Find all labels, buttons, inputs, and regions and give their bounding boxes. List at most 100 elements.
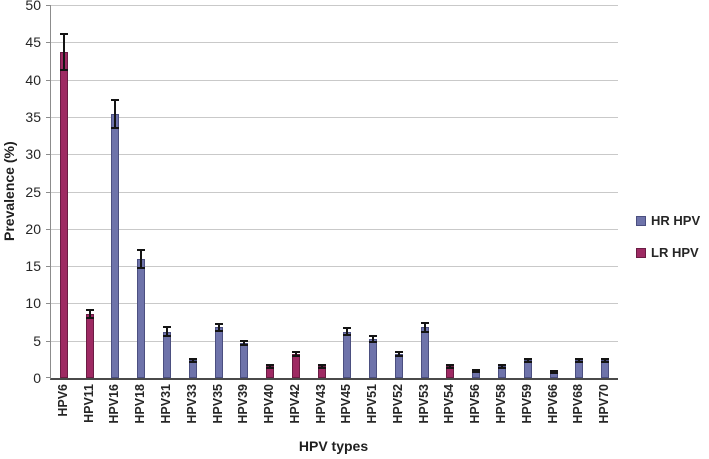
bar-hpv39 xyxy=(240,342,249,378)
error-cap xyxy=(420,330,429,333)
legend: HR HPV LR HPV xyxy=(636,213,700,277)
x-label-text: HPV33 xyxy=(184,384,199,424)
error-bar xyxy=(552,370,555,374)
error-cap xyxy=(214,322,223,325)
error-bar xyxy=(526,358,529,362)
error-cap xyxy=(59,33,68,36)
y-tick xyxy=(46,266,51,268)
bar-hpv18 xyxy=(137,258,146,378)
y-tick-label: 25 xyxy=(25,183,41,200)
error-bar xyxy=(269,364,272,368)
x-label-text: HPV18 xyxy=(133,384,148,424)
error-cap xyxy=(472,369,481,372)
gridline xyxy=(51,191,618,193)
error-bar xyxy=(165,327,168,337)
error-cap xyxy=(85,309,94,312)
gridline xyxy=(51,42,618,44)
error-cap xyxy=(266,366,275,369)
y-tick-label: 20 xyxy=(25,220,41,237)
bar-hpv42 xyxy=(291,354,300,378)
error-cap xyxy=(601,360,610,363)
bar-hpv51 xyxy=(369,339,378,378)
y-tick-label: 45 xyxy=(25,34,41,51)
y-tick-label: 40 xyxy=(25,71,41,88)
gridline xyxy=(51,5,618,6)
error-bar xyxy=(475,370,478,373)
error-cap xyxy=(523,360,532,363)
error-cap xyxy=(111,98,120,101)
error-bar xyxy=(578,358,581,362)
x-label-text: HPV70 xyxy=(597,384,612,424)
x-label-text: HPV54 xyxy=(442,384,457,424)
y-tick-label: 5 xyxy=(33,332,41,349)
error-cap xyxy=(240,344,249,347)
error-cap xyxy=(240,339,249,342)
x-label-text: HPV59 xyxy=(519,384,534,424)
bar-hpv6 xyxy=(59,52,68,378)
legend-label: LR HPV xyxy=(651,245,699,260)
error-cap xyxy=(111,127,120,130)
x-label-text: HPV16 xyxy=(107,384,122,424)
error-bar xyxy=(449,364,452,368)
bar-hpv59 xyxy=(523,360,532,378)
error-cap xyxy=(523,357,532,360)
y-tick-label: 30 xyxy=(25,146,41,163)
y-tick-label: 10 xyxy=(25,295,41,312)
error-bar xyxy=(62,34,65,70)
legend-item-hr-hpv: HR HPV xyxy=(636,213,700,228)
y-tick-label: 15 xyxy=(25,258,41,275)
bar-hpv68 xyxy=(575,360,584,378)
error-cap xyxy=(137,248,146,251)
gridline xyxy=(51,266,618,268)
error-cap xyxy=(575,357,584,360)
error-cap xyxy=(446,366,455,369)
legend-item-lr-hpv: LR HPV xyxy=(636,245,700,260)
y-tick xyxy=(46,79,51,81)
x-label-text: HPV56 xyxy=(468,384,483,424)
y-tick xyxy=(46,340,51,342)
error-cap xyxy=(162,326,171,329)
error-bar xyxy=(372,336,375,343)
error-cap xyxy=(420,321,429,324)
x-axis-labels: HPV6 HPV11 HPV16 HPV18 HPV31 HPV33 HPV35 HPV39 H… xyxy=(50,384,617,442)
error-cap xyxy=(343,334,352,337)
error-cap xyxy=(498,366,507,369)
y-tick xyxy=(46,116,51,118)
y-tick xyxy=(46,228,51,230)
x-label-text: HPV58 xyxy=(494,384,509,424)
gridline xyxy=(51,228,618,230)
plot-area: 0 5 10 15 20 25 30 35 40 45 50 xyxy=(25,0,618,386)
error-cap xyxy=(85,316,94,319)
y-tick xyxy=(46,191,51,193)
y-tick xyxy=(46,303,51,305)
bar-hpv11 xyxy=(85,313,94,378)
x-label-text: HPV68 xyxy=(571,384,586,424)
error-cap xyxy=(472,371,481,374)
x-label-text: HPV51 xyxy=(365,384,380,424)
bar-hpv31 xyxy=(162,331,171,378)
error-bar xyxy=(501,364,504,368)
error-bar xyxy=(140,249,143,268)
error-cap xyxy=(446,363,455,366)
error-cap xyxy=(601,357,610,360)
y-tick xyxy=(46,154,51,156)
error-bar xyxy=(114,99,117,129)
error-bar xyxy=(88,310,91,318)
error-cap xyxy=(59,68,68,71)
error-cap xyxy=(214,330,223,332)
error-cap xyxy=(291,350,300,353)
bar-hpv52 xyxy=(394,354,403,378)
bar-hpv45 xyxy=(343,331,352,378)
y-tick-label: 50 xyxy=(25,0,41,13)
y-tick xyxy=(46,5,51,6)
error-cap xyxy=(137,266,146,269)
x-label-text: HPV11 xyxy=(81,384,96,423)
error-cap xyxy=(188,360,197,363)
error-bar xyxy=(397,351,400,357)
error-cap xyxy=(369,335,378,338)
x-label-text: HPV35 xyxy=(210,384,225,424)
y-tick xyxy=(46,377,51,378)
x-label-text: HPV53 xyxy=(416,384,431,424)
error-cap xyxy=(369,341,378,344)
